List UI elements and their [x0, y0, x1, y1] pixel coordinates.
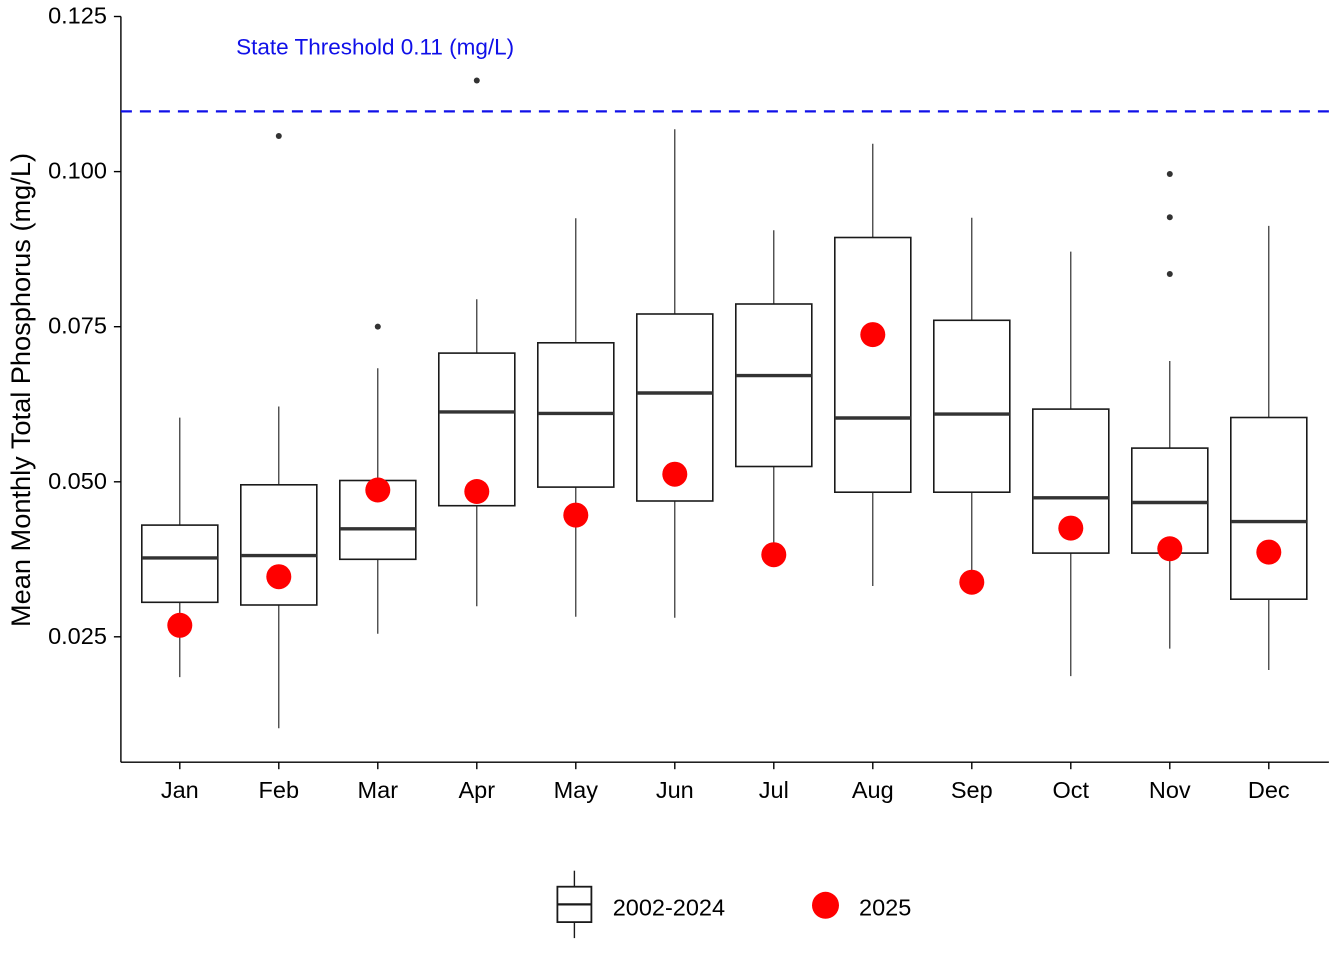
svg-text:Sep: Sep: [951, 777, 993, 803]
svg-text:2025: 2025: [859, 895, 911, 921]
svg-text:0.125: 0.125: [48, 3, 107, 29]
svg-text:0.050: 0.050: [48, 468, 107, 494]
svg-text:Jun: Jun: [656, 777, 694, 803]
svg-text:0.025: 0.025: [48, 623, 107, 649]
svg-text:State Threshold 0.11 (mg/L): State Threshold 0.11 (mg/L): [236, 35, 514, 60]
svg-text:0.075: 0.075: [48, 313, 107, 339]
svg-text:Nov: Nov: [1149, 777, 1191, 803]
svg-text:Oct: Oct: [1053, 777, 1090, 803]
svg-text:0.100: 0.100: [48, 158, 107, 184]
svg-text:Apr: Apr: [459, 777, 496, 803]
svg-text:Aug: Aug: [852, 777, 894, 803]
svg-text:Jul: Jul: [759, 777, 789, 803]
svg-text:May: May: [554, 777, 599, 803]
svg-text:Feb: Feb: [259, 777, 300, 803]
svg-text:2002-2024: 2002-2024: [613, 895, 725, 921]
svg-text:Jan: Jan: [161, 777, 199, 803]
svg-text:Mean Monthly Total Phosphorus: Mean Monthly Total Phosphorus (mg/L): [5, 153, 36, 627]
svg-text:Dec: Dec: [1248, 777, 1290, 803]
svg-text:Mar: Mar: [358, 777, 399, 803]
